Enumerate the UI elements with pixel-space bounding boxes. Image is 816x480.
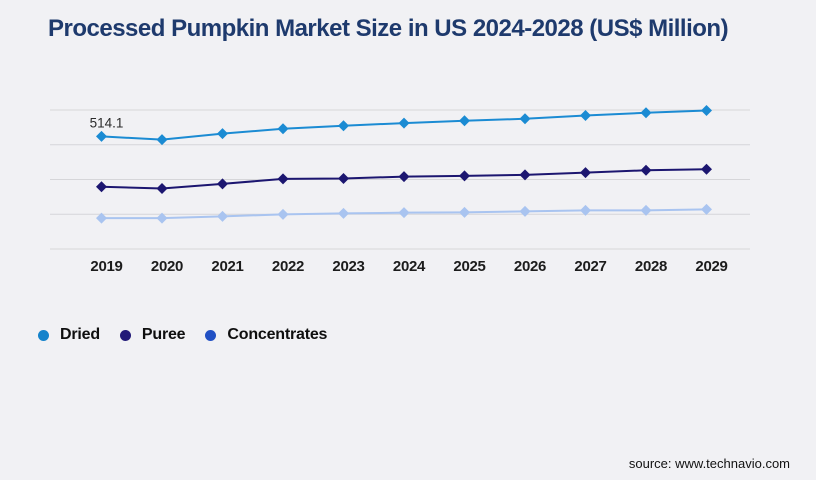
- x-axis-label: 2024: [393, 258, 426, 275]
- data-point-puree: [156, 182, 168, 194]
- legend-dot-concentrates: [205, 329, 217, 341]
- legend-dot-dried: [38, 329, 49, 341]
- legend-dot-puree: [119, 329, 131, 341]
- data-point-dried: [217, 128, 228, 140]
- data-point-puree: [277, 173, 289, 185]
- data-point-dried: [459, 115, 470, 127]
- x-axis-label: 2029: [695, 258, 727, 275]
- x-axis-label: 2027: [574, 258, 606, 275]
- data-point-puree: [96, 181, 107, 193]
- data-point-concentrates: [701, 203, 712, 215]
- x-axis-label: 2026: [514, 258, 546, 275]
- legend-item-concentrates: Concentrates: [205, 326, 327, 344]
- legend-label: Concentrates: [227, 326, 328, 343]
- data-point-concentrates: [459, 206, 470, 218]
- x-axis-label: 2023: [332, 258, 364, 275]
- data-point-dried: [277, 123, 289, 135]
- legend-label: Dried: [60, 326, 100, 343]
- data-point-puree: [217, 178, 228, 190]
- data-point-dried: [96, 130, 107, 142]
- data-point-label: 514.1: [90, 115, 124, 130]
- legend-label: Puree: [141, 326, 186, 343]
- data-point-puree: [580, 167, 591, 179]
- data-point-puree: [459, 170, 470, 182]
- legend-item-dried: Dried: [38, 326, 100, 344]
- data-point-dried: [519, 113, 531, 125]
- x-axis-label: 2022: [272, 258, 304, 275]
- x-axis-label: 2020: [151, 258, 183, 275]
- source-attribution: source: www.technavio.com: [628, 456, 790, 471]
- data-point-dried: [701, 104, 712, 116]
- data-point-dried: [640, 107, 652, 119]
- data-point-concentrates: [277, 208, 289, 220]
- x-axis-label: 2025: [453, 258, 485, 275]
- legend-item-puree: Puree: [119, 326, 186, 344]
- data-point-concentrates: [580, 204, 591, 216]
- data-point-concentrates: [640, 204, 652, 216]
- data-point-concentrates: [338, 207, 349, 219]
- data-point-puree: [338, 173, 349, 185]
- data-point-concentrates: [96, 212, 107, 224]
- chart-legend: Dried Puree Concentrates: [38, 326, 327, 344]
- data-point-dried: [580, 109, 591, 121]
- chart-title: Processed Pumpkin Market Size in US 2024…: [48, 15, 729, 42]
- data-point-puree: [398, 171, 410, 183]
- data-point-concentrates: [519, 205, 531, 217]
- data-point-puree: [519, 169, 531, 181]
- data-point-puree: [640, 164, 652, 176]
- data-point-concentrates: [398, 207, 410, 219]
- data-point-concentrates: [156, 212, 168, 224]
- x-axis-label: 2021: [211, 258, 243, 275]
- data-point-dried: [156, 134, 168, 146]
- data-point-dried: [338, 120, 349, 132]
- data-point-dried: [398, 117, 410, 129]
- data-point-puree: [701, 163, 712, 175]
- data-point-concentrates: [217, 210, 228, 222]
- x-axis-label: 2028: [635, 258, 667, 275]
- x-axis-label: 2019: [90, 258, 122, 275]
